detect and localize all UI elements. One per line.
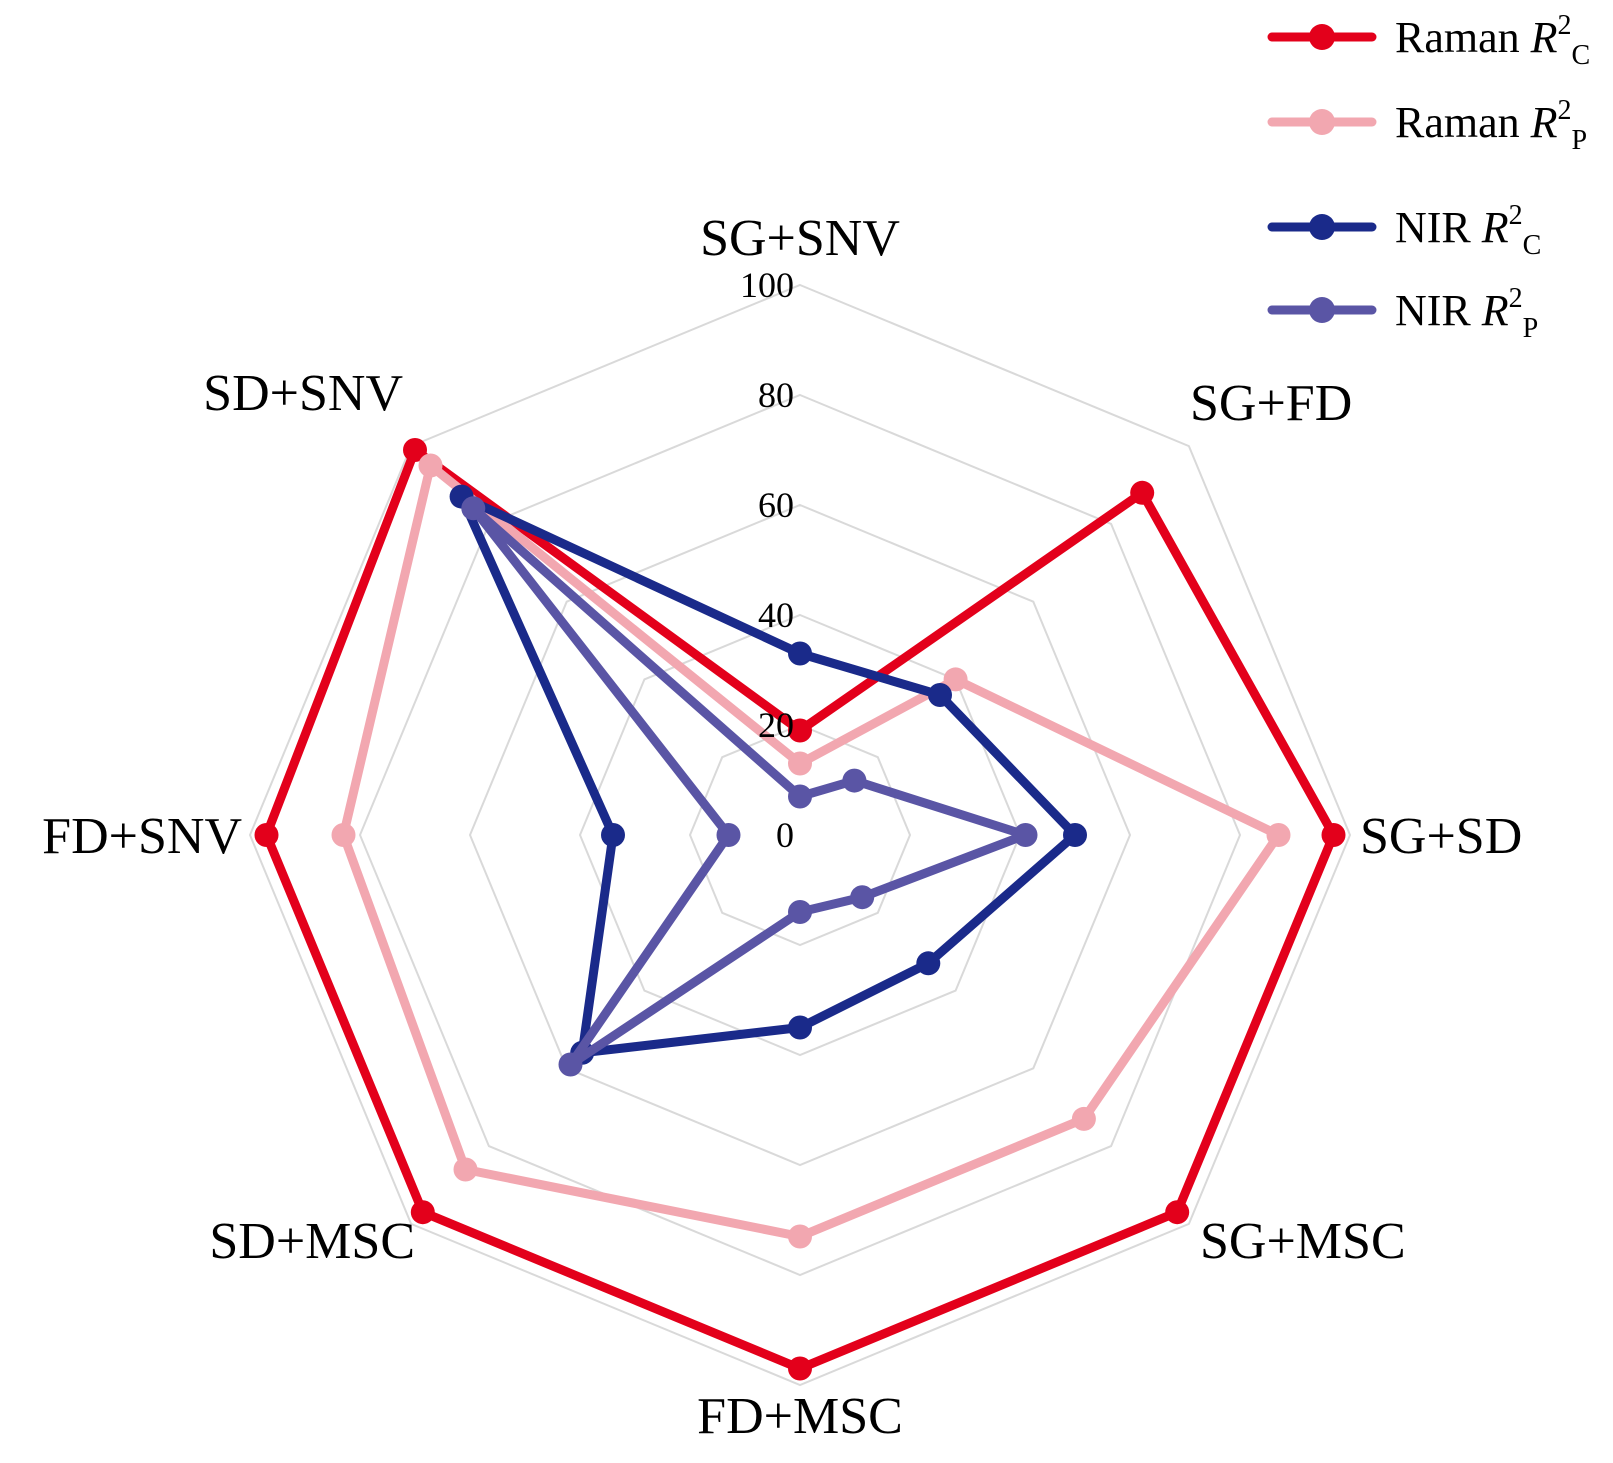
legend: Raman R2C Raman R2P NIR R2C NIR R2P (1267, 10, 1590, 344)
axis-label: SD+MSC (209, 1213, 415, 1270)
legend-swatch-marker (1309, 214, 1335, 240)
data-point (410, 1200, 435, 1225)
tick-label: 0 (776, 815, 794, 855)
legend-item: Raman R2C (1267, 10, 1590, 71)
data-point (916, 951, 941, 976)
axis-label: FD+MSC (697, 1388, 903, 1445)
tick-label: 40 (758, 595, 794, 635)
grid-ring-80 (358, 393, 1242, 1277)
tick-label: 60 (758, 485, 794, 525)
data-point (788, 751, 812, 776)
data-point (788, 641, 812, 666)
data-point (943, 667, 968, 692)
legend-label: Raman R2C (1395, 10, 1590, 71)
axis-label: SG+MSC (1200, 1213, 1406, 1270)
data-point (453, 1157, 478, 1182)
data-point (788, 718, 812, 743)
data-point (788, 1356, 812, 1381)
grid-ring-100 (248, 283, 1352, 1387)
data-point (1130, 480, 1155, 505)
data-point (558, 1052, 583, 1077)
data-point (716, 823, 741, 847)
data-point (788, 1224, 812, 1249)
grid-ring-20 (688, 723, 912, 947)
data-point (842, 768, 867, 793)
series-1 (331, 453, 1291, 1249)
data-point (850, 885, 875, 910)
data-point (1321, 823, 1346, 847)
axis-label: SG+FD (1190, 375, 1352, 432)
series-line (339, 461, 1283, 1241)
data-point (403, 438, 427, 462)
series-line (468, 503, 1030, 1069)
data-point (601, 823, 625, 847)
data-point (331, 823, 356, 847)
data-point (788, 784, 812, 809)
series-0 (254, 438, 1346, 1381)
data-point (1266, 823, 1291, 847)
legend-item: NIR R2P (1267, 283, 1538, 344)
legend-swatch-marker (1309, 297, 1335, 323)
data-point (1013, 823, 1038, 847)
axis-label: SG+SD (1360, 808, 1522, 865)
tick-label: 20 (758, 705, 794, 745)
data-point (1063, 823, 1087, 847)
data-point (461, 496, 486, 521)
legend-label: NIR R2P (1395, 283, 1538, 344)
axis-label: SD+SNV (203, 365, 403, 422)
legend-item: Raman R2P (1267, 95, 1587, 156)
grid-ring-60 (468, 503, 1132, 1167)
legend-label: NIR R2C (1395, 200, 1541, 261)
legend-item: NIR R2C (1267, 200, 1541, 261)
legend-swatch-marker (1309, 24, 1335, 50)
data-point (928, 683, 952, 707)
axis-label: FD+SNV (42, 808, 242, 865)
data-point (254, 823, 279, 847)
axis-label: SG+SNV (700, 210, 900, 267)
tick-label: 100 (740, 265, 794, 305)
series-3 (461, 496, 1038, 1077)
tick-label: 80 (758, 375, 794, 415)
legend-label: Raman R2P (1395, 95, 1587, 156)
data-point (788, 900, 812, 924)
data-point (1071, 1106, 1096, 1131)
data-point (418, 453, 443, 478)
data-point (788, 1015, 812, 1040)
data-point (1165, 1200, 1190, 1225)
radar-series (254, 438, 1346, 1381)
legend-swatch-marker (1309, 109, 1335, 135)
